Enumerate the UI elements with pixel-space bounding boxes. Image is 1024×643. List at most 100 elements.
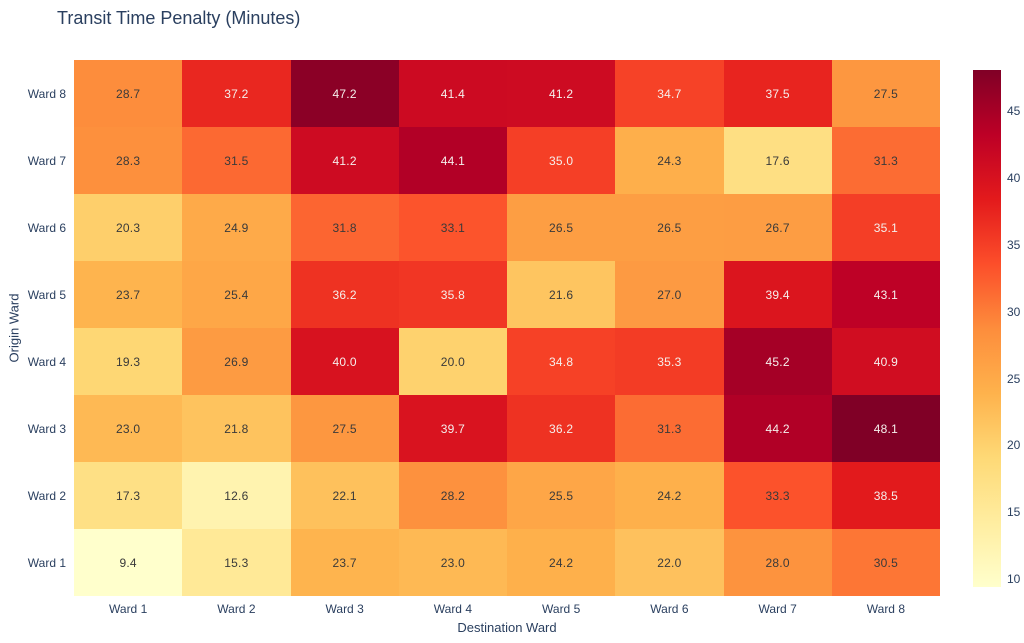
cell-value: 24.2 [657, 488, 682, 503]
x-tick-label: Ward 4 [433, 602, 472, 616]
heatmap-cell: 26.9 [182, 328, 291, 395]
heatmap-cell: 27.5 [831, 60, 940, 127]
heatmap-cell: 28.2 [398, 462, 507, 529]
heatmap-cell: 31.3 [615, 395, 724, 462]
heatmap-cell: 40.0 [290, 328, 399, 395]
heatmap-cell: 21.6 [507, 261, 616, 328]
heatmap-cell: 35.3 [615, 328, 724, 395]
heatmap-cell: 27.0 [615, 261, 724, 328]
cell-value: 41.4 [440, 86, 465, 101]
heatmap-cell: 19.3 [74, 328, 183, 395]
x-axis-title: Destination Ward [457, 620, 557, 635]
cell-value: 39.7 [440, 421, 465, 436]
cell-value: 9.4 [119, 555, 137, 570]
heatmap-cell: 31.5 [182, 127, 291, 194]
cell-value: 28.7 [116, 86, 141, 101]
cell-value: 17.6 [765, 153, 790, 168]
heatmap-cell: 41.4 [398, 60, 507, 127]
heatmap-cell: 24.3 [615, 127, 724, 194]
colorbar-tick-label: 15 [1007, 505, 1021, 520]
cell-value: 40.0 [332, 354, 357, 369]
cell-value: 28.2 [440, 488, 465, 503]
heatmap-cell: 31.3 [831, 127, 940, 194]
heatmap-cell: 24.2 [615, 462, 724, 529]
colorbar-tick-label: 10 [1007, 571, 1021, 586]
cell-value: 36.2 [332, 287, 357, 302]
cell-value: 36.2 [549, 421, 574, 436]
cell-value: 41.2 [549, 86, 574, 101]
y-tick-label: Ward 1 [27, 555, 66, 570]
heatmap-cell: 28.7 [74, 60, 183, 127]
cell-value: 24.3 [657, 153, 682, 168]
heatmap-cell: 24.2 [507, 529, 616, 596]
x-tick-label: Ward 6 [650, 602, 689, 616]
heatmap-cell: 25.5 [507, 462, 616, 529]
heatmap-cell: 22.0 [615, 529, 724, 596]
heatmap-cell: 15.3 [182, 529, 291, 596]
heatmap-cell: 21.8 [182, 395, 291, 462]
cell-value: 23.0 [440, 555, 465, 570]
y-tick-label: Ward 7 [27, 153, 66, 168]
colorbar-tick-label: 40 [1007, 171, 1021, 186]
heatmap-cell: 33.1 [398, 194, 507, 261]
x-tick-label: Ward 1 [109, 602, 148, 616]
heatmap-cell: 30.5 [831, 529, 940, 596]
heatmap-cell: 44.1 [398, 127, 507, 194]
cell-value: 41.2 [332, 153, 357, 168]
cell-value: 43.1 [873, 287, 898, 302]
heatmap-cell: 36.2 [507, 395, 616, 462]
heatmap-cell: 40.9 [831, 328, 940, 395]
y-tick-label: Ward 8 [27, 86, 66, 101]
cell-value: 28.0 [765, 555, 790, 570]
cell-value: 25.4 [224, 287, 249, 302]
cell-value: 48.1 [873, 421, 898, 436]
cell-value: 37.2 [224, 86, 249, 101]
cell-value: 31.3 [873, 153, 898, 168]
heatmap-cell: 37.2 [182, 60, 291, 127]
cell-value: 23.7 [116, 287, 141, 302]
cell-value: 26.5 [657, 220, 682, 235]
heatmap-cell: 25.4 [182, 261, 291, 328]
heatmap-cell: 22.1 [290, 462, 399, 529]
x-tick-label: Ward 3 [325, 602, 364, 616]
heatmap-cell: 28.3 [74, 127, 183, 194]
cell-value: 15.3 [224, 555, 249, 570]
heatmap-cell: 12.6 [182, 462, 291, 529]
heatmap-cell: 31.8 [290, 194, 399, 261]
heatmap-cell: 23.7 [290, 529, 399, 596]
x-tick-label: Ward 8 [866, 602, 905, 616]
cell-value: 27.0 [657, 287, 682, 302]
heatmap-cell: 23.0 [74, 395, 183, 462]
heatmap-cell: 37.5 [723, 60, 832, 127]
cell-value: 12.6 [224, 488, 249, 503]
cell-value: 26.7 [765, 220, 790, 235]
cell-value: 44.2 [765, 421, 790, 436]
heatmap-cell: 17.6 [723, 127, 832, 194]
heatmap-cell: 48.1 [831, 395, 940, 462]
cell-value: 21.8 [224, 421, 249, 436]
cell-value: 24.2 [549, 555, 574, 570]
heatmap-cell: 23.7 [74, 261, 183, 328]
heatmap-cell: 34.8 [507, 328, 616, 395]
heatmap-cell: 38.5 [831, 462, 940, 529]
x-tick-label: Ward 2 [217, 602, 256, 616]
y-tick-label: Ward 2 [27, 488, 66, 503]
cell-value: 37.5 [765, 86, 790, 101]
heatmap-cell: 35.8 [398, 261, 507, 328]
cell-value: 35.1 [873, 220, 898, 235]
heatmap-cell: 26.5 [615, 194, 724, 261]
cell-value: 27.5 [332, 421, 357, 436]
cell-value: 30.5 [873, 555, 898, 570]
cell-value: 20.0 [440, 354, 465, 369]
heatmap-cell: 23.0 [398, 529, 507, 596]
cell-value: 39.4 [765, 287, 790, 302]
cell-value: 31.5 [224, 153, 249, 168]
colorbar-tick-label: 35 [1007, 238, 1021, 252]
heatmap-cell: 39.7 [398, 395, 507, 462]
cell-value: 22.0 [657, 555, 682, 570]
heatmap-cell: 33.3 [723, 462, 832, 529]
heatmap-cell: 28.0 [723, 529, 832, 596]
heatmap-cell: 17.3 [74, 462, 183, 529]
heatmap-cell: 9.4 [74, 529, 183, 596]
